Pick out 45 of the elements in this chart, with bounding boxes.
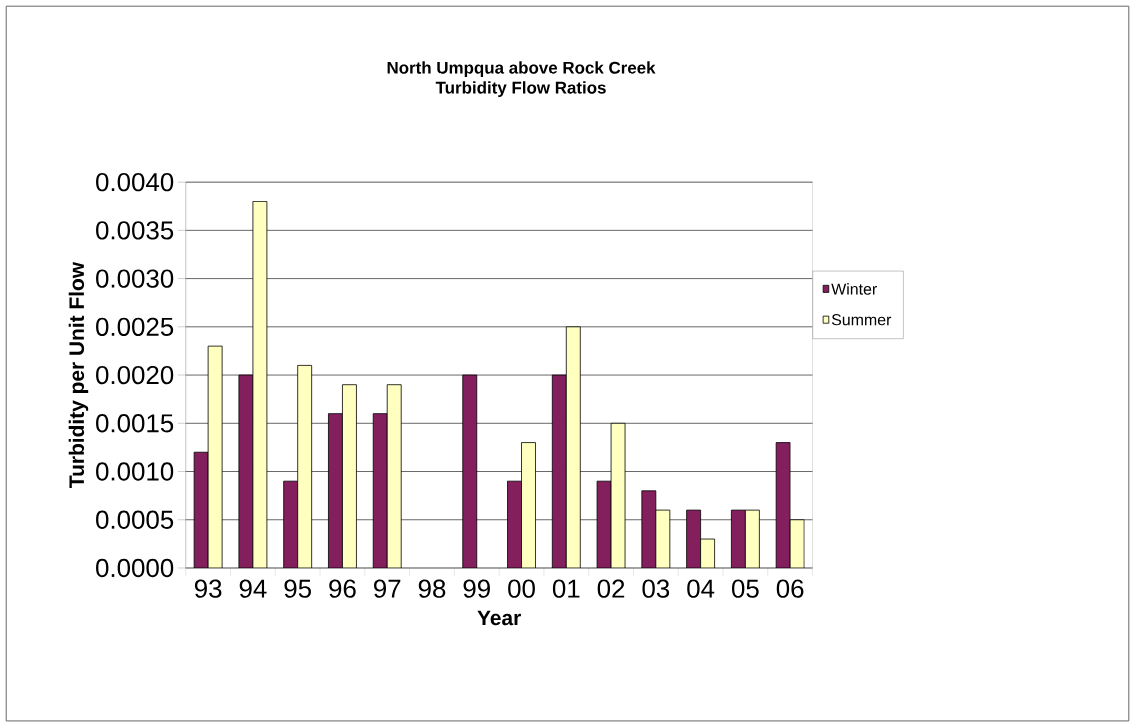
legend-label: Winter [831, 283, 877, 295]
bar [565, 326, 581, 568]
y-tick-label: 0.0010 [96, 462, 174, 481]
y-tick-label: 0.0000 [96, 558, 174, 578]
y-tick-label: 0.0015 [96, 414, 174, 433]
bar [686, 509, 702, 568]
bar [744, 509, 760, 568]
x-tick-label: 03 [642, 579, 670, 598]
x-tick-label: 93 [194, 579, 222, 598]
y-axis-title: Turbidity per Unit Flow [68, 261, 89, 488]
y-tick-label: 0.0005 [96, 510, 174, 529]
bar [521, 442, 536, 568]
bar [730, 509, 746, 568]
chart-subtitle: Turbidity Flow Ratios [435, 81, 606, 97]
x-tick-label: 98 [418, 579, 446, 598]
x-tick-label: 94 [239, 579, 267, 598]
x-tick-label: 99 [463, 579, 490, 598]
y-tick-label: 0.0025 [96, 317, 174, 336]
x-tick-label: 01 [552, 579, 580, 598]
x-tick-label: 02 [597, 579, 625, 598]
bar [655, 509, 671, 568]
x-tick-label: 96 [329, 579, 356, 598]
x-tick-label: 95 [284, 579, 311, 598]
x-tick-label: 04 [687, 579, 715, 598]
bar [462, 374, 478, 568]
x-tick-label: 97 [374, 579, 401, 598]
x-tick-label: 00 [508, 579, 535, 598]
bar [342, 384, 357, 568]
bar [507, 480, 522, 568]
legend-label: Summer [831, 314, 892, 326]
bar [297, 364, 313, 568]
x-tick-label: 05 [731, 579, 759, 598]
bar [283, 480, 299, 568]
y-tick-label: 0.0040 [96, 172, 174, 192]
y-tick-label: 0.0030 [96, 269, 174, 288]
bar [386, 384, 402, 568]
bar [328, 413, 343, 568]
y-tick-label: 0.0020 [96, 365, 174, 385]
y-tick-label: 0.0035 [96, 221, 174, 240]
bar [551, 374, 567, 568]
x-axis-title: Year [477, 610, 521, 626]
bar [372, 413, 388, 568]
chart-title: North Umpqua above Rock Creek [387, 61, 656, 78]
x-tick-label: 06 [776, 579, 804, 598]
bar [641, 490, 657, 568]
